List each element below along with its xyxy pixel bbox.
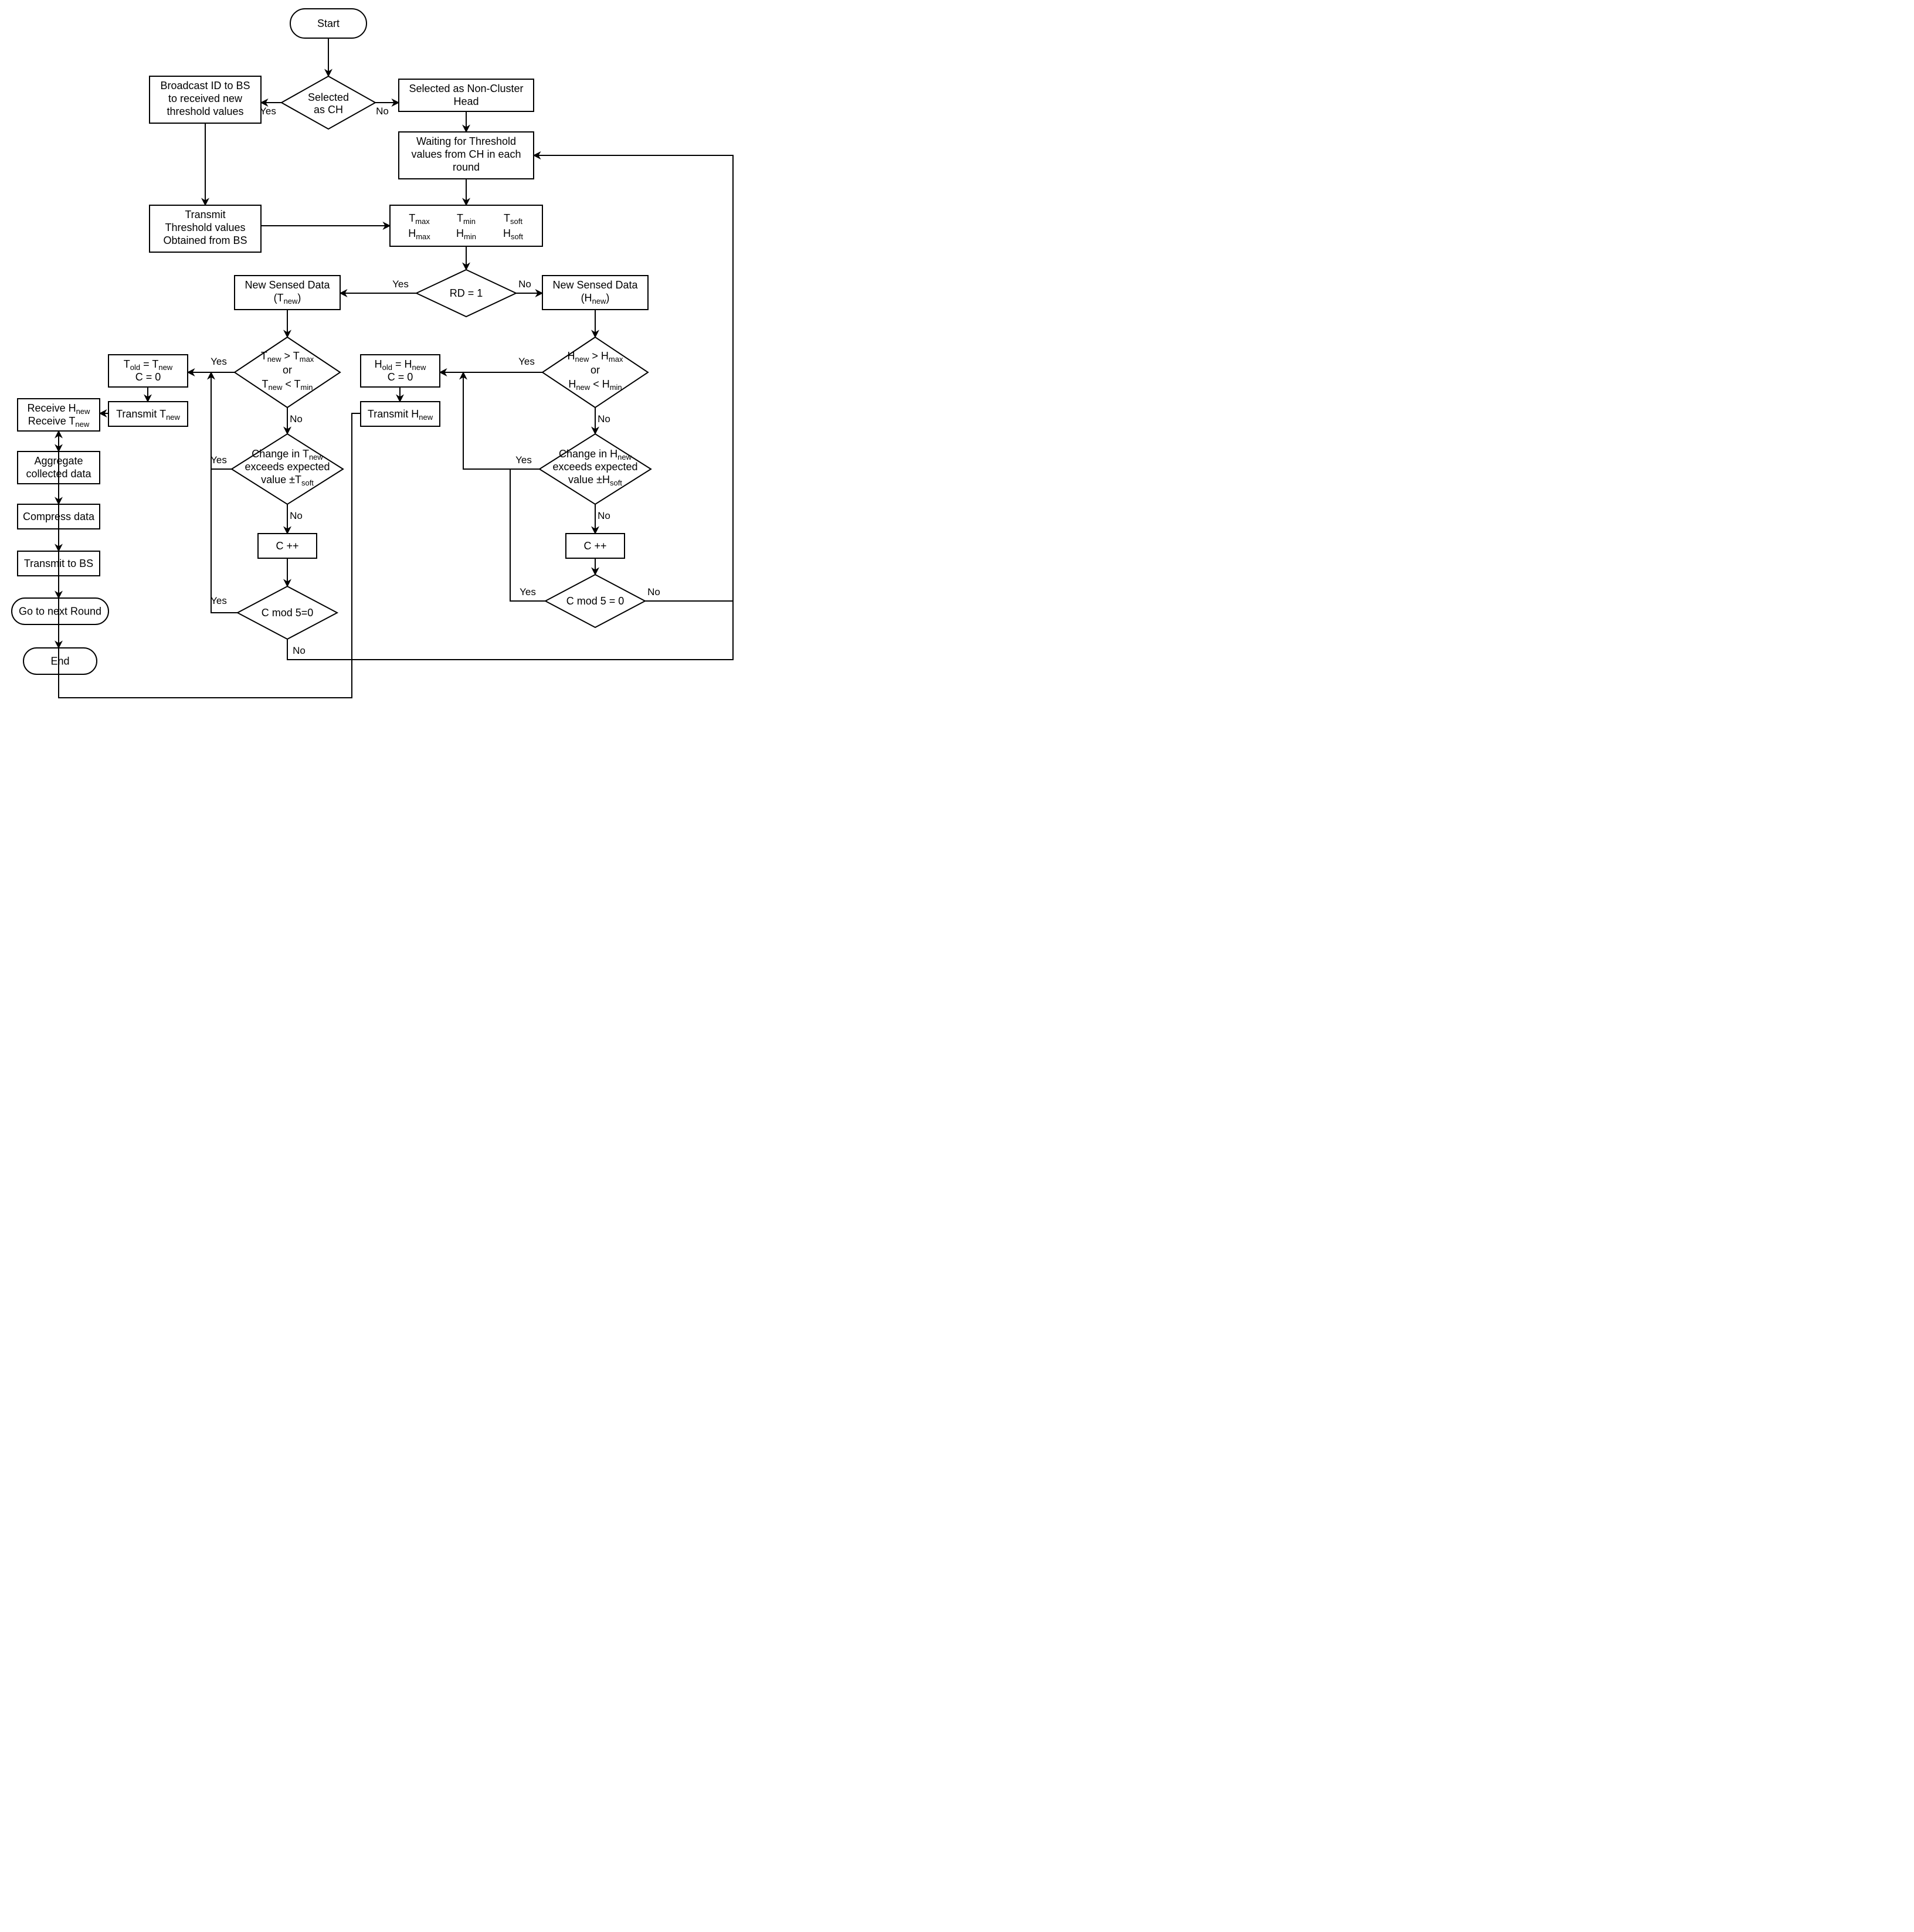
svg-text:value ±Hsoft: value ±Hsoft	[568, 474, 622, 487]
svg-text:values from CH in each: values from CH in each	[411, 148, 521, 160]
svg-text:No: No	[518, 279, 531, 290]
svg-text:Yes: Yes	[260, 106, 276, 117]
svg-text:C = 0: C = 0	[135, 371, 161, 383]
svg-text:Broadcast ID to BS: Broadcast ID to BS	[160, 80, 250, 91]
svg-text:Tmin: Tmin	[457, 212, 476, 226]
svg-text:value ±Tsoft: value ±Tsoft	[261, 474, 314, 487]
svg-text:No: No	[598, 510, 610, 521]
svg-text:Hnew > Hmax: Hnew > Hmax	[568, 350, 623, 364]
svg-text:C ++: C ++	[276, 540, 298, 552]
svg-text:Tnew > Tmax: Tnew > Tmax	[261, 350, 314, 364]
svg-text:to received new: to received new	[168, 93, 243, 104]
svg-text:No: No	[376, 106, 389, 117]
svg-text:No: No	[290, 510, 303, 521]
svg-text:Receive Hnew: Receive Hnew	[28, 402, 90, 416]
svg-text:C mod 5 = 0: C mod 5 = 0	[566, 595, 625, 607]
flowchart-canvas: Start Selectedas CH Broadcast ID to BS to r…	[0, 0, 762, 769]
svg-text:Tsoft: Tsoft	[504, 212, 522, 226]
svg-text:Hmin: Hmin	[456, 228, 476, 241]
svg-text:No: No	[647, 586, 660, 597]
svg-text:Hsoft: Hsoft	[503, 228, 523, 241]
svg-text:or: or	[591, 364, 600, 376]
svg-text:C ++: C ++	[583, 540, 606, 552]
svg-text:C = 0: C = 0	[388, 371, 413, 383]
svg-text:round: round	[453, 161, 480, 173]
svg-text:Yes: Yes	[518, 356, 535, 367]
svg-text:RD = 1: RD = 1	[450, 287, 483, 299]
svg-text:Receive Tnew: Receive Tnew	[28, 415, 90, 429]
svg-text:No: No	[293, 645, 306, 656]
svg-text:C mod 5=0: C mod 5=0	[262, 607, 314, 619]
svg-text:threshold values: threshold values	[167, 106, 243, 117]
svg-text:No: No	[290, 413, 303, 425]
svg-text:Hold = Hnew: Hold = Hnew	[375, 358, 426, 372]
svg-text:Threshold values: Threshold values	[165, 222, 245, 233]
svg-text:Go to next Round: Go to next Round	[19, 606, 101, 617]
svg-text:Hnew < Hmin: Hnew < Hmin	[568, 378, 622, 392]
svg-text:Yes: Yes	[392, 279, 409, 290]
svg-text:Hmax: Hmax	[408, 228, 430, 241]
svg-text:Tmax: Tmax	[409, 212, 430, 226]
svg-text:(Tnew): (Tnew)	[274, 292, 301, 305]
edge	[463, 469, 545, 601]
svg-text:Yes: Yes	[520, 586, 536, 597]
svg-text:No: No	[598, 413, 610, 425]
svg-text:Start: Start	[317, 18, 340, 29]
svg-text:Waiting for Threshold: Waiting for Threshold	[416, 135, 516, 147]
svg-text:Transmit Hnew: Transmit Hnew	[368, 408, 433, 422]
svg-text:New Sensed Data: New Sensed Data	[552, 279, 638, 291]
svg-text:Selected as Non-Cluster: Selected as Non-Cluster	[409, 83, 523, 94]
svg-text:End: End	[50, 656, 69, 667]
svg-text:Head: Head	[453, 96, 478, 107]
svg-text:Obtained from BS: Obtained from BS	[163, 235, 247, 246]
svg-text:Yes: Yes	[515, 454, 532, 466]
svg-text:Yes: Yes	[211, 356, 227, 367]
svg-text:or: or	[283, 364, 292, 376]
svg-text:exceeds expected: exceeds expected	[245, 461, 330, 473]
svg-text:Yes: Yes	[211, 595, 227, 606]
svg-text:(Hnew): (Hnew)	[581, 292, 610, 305]
svg-text:exceeds expected: exceeds expected	[552, 461, 637, 473]
svg-text:Told = Tnew: Told = Tnew	[124, 358, 173, 372]
svg-text:New Sensed Data: New Sensed Data	[245, 279, 330, 291]
svg-text:Transmit Tnew: Transmit Tnew	[116, 408, 180, 422]
svg-text:as CH: as CH	[314, 104, 343, 116]
svg-text:Yes: Yes	[211, 454, 227, 466]
svg-text:Tnew < Tmin: Tnew < Tmin	[262, 378, 313, 392]
svg-text:Selected: Selected	[308, 91, 349, 103]
svg-text:Transmit: Transmit	[185, 209, 225, 220]
edge	[211, 469, 237, 613]
